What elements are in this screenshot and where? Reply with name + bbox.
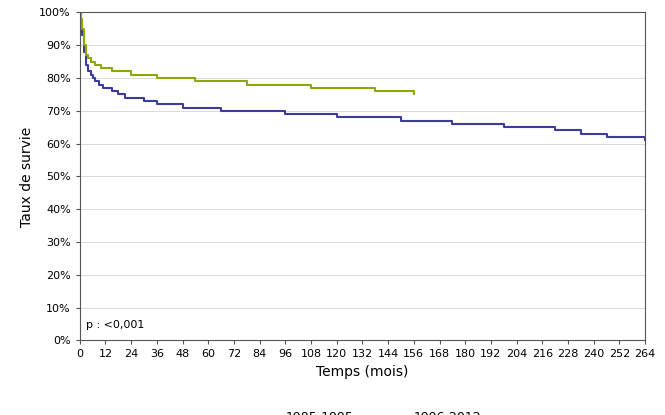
1996-2012 [80, 43, 88, 48]
1996-2012 [397, 89, 405, 94]
1996-2012 [358, 85, 366, 90]
Text: p : <0,001: p : <0,001 [86, 320, 144, 330]
1996-2012 [307, 85, 315, 90]
1996-2012 [99, 66, 107, 71]
1985-1995 [397, 118, 405, 123]
1985-1995 [525, 124, 533, 129]
1996-2012 [86, 59, 94, 64]
1996-2012 [114, 69, 122, 74]
1996-2012 [84, 56, 92, 61]
1996-2012 [281, 82, 289, 87]
1996-2012 [78, 27, 86, 32]
1996-2012 [346, 85, 354, 90]
1985-1995 [448, 122, 456, 127]
1996-2012 [410, 92, 418, 97]
1996-2012 [294, 82, 302, 87]
1996-2012 [371, 89, 379, 94]
1996-2012 [140, 72, 148, 77]
1996-2012 [153, 76, 161, 81]
1985-1995 [102, 85, 110, 90]
1996-2012 [243, 82, 251, 87]
1996-2012 [230, 79, 238, 84]
1985-1995 [108, 89, 116, 94]
1985-1995 [76, 10, 84, 15]
1996-2012 [93, 62, 101, 67]
1996-2012 [108, 69, 116, 74]
1985-1995 [641, 138, 649, 143]
1996-2012 [179, 76, 187, 81]
Y-axis label: Taux de survie: Taux de survie [19, 126, 34, 227]
1996-2012 [320, 85, 328, 90]
1996-2012 [97, 66, 105, 71]
1996-2012 [384, 89, 392, 94]
1985-1995 [615, 134, 623, 139]
1996-2012 [91, 62, 99, 67]
1996-2012 [77, 17, 85, 22]
X-axis label: Temps (mois): Temps (mois) [317, 365, 408, 379]
1996-2012 [88, 59, 96, 64]
1996-2012 [269, 82, 277, 87]
1996-2012 [332, 85, 340, 90]
Line: 1985-1995: 1985-1995 [80, 12, 645, 140]
1996-2012 [192, 79, 200, 84]
1996-2012 [76, 10, 84, 15]
1996-2012 [255, 82, 263, 87]
1996-2012 [204, 79, 212, 84]
Line: 1996-2012: 1996-2012 [80, 12, 414, 95]
1996-2012 [217, 79, 225, 84]
1996-2012 [82, 53, 90, 58]
1996-2012 [95, 62, 103, 67]
1996-2012 [102, 66, 110, 71]
1996-2012 [127, 72, 135, 77]
Legend: 1985-1995, 1996-2012: 1985-1995, 1996-2012 [239, 405, 486, 415]
1996-2012 [121, 69, 129, 74]
1996-2012 [166, 76, 174, 81]
